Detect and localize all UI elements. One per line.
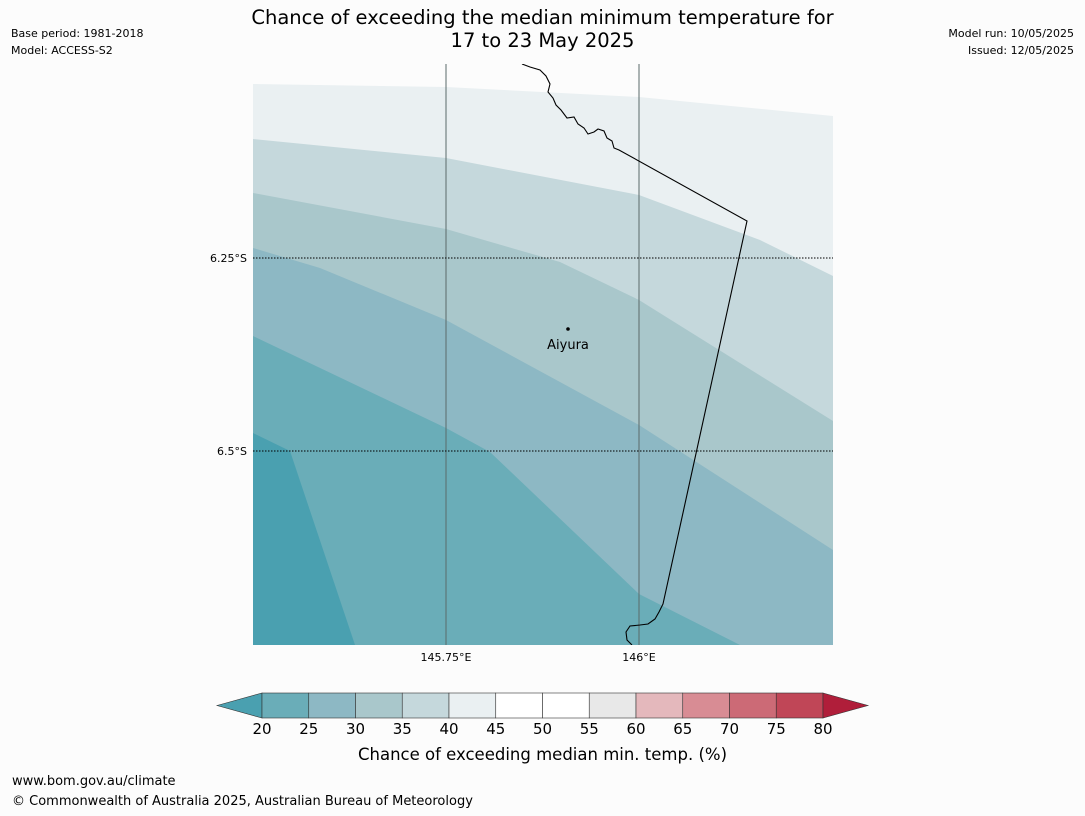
footer-url: www.bom.gov.au/climate — [12, 774, 176, 789]
lat-label-6-25: 6.25°S — [210, 252, 247, 265]
colorbar-tick-label: 60 — [626, 720, 646, 738]
colorbar-tick-label: 70 — [719, 720, 740, 738]
colorbar-tick-label: 30 — [345, 720, 366, 738]
colorbar-ticks: 20 25 30 35 40 45 50 55 60 65 70 75 80 — [0, 719, 1085, 739]
contour-band-below-20 — [253, 433, 355, 645]
colorbar-segment — [495, 692, 543, 719]
colorbar-segment — [588, 692, 637, 719]
colorbar-tick-label: 35 — [392, 720, 412, 738]
location-label: Aiyura — [547, 338, 589, 353]
colorbar-tick-label: 50 — [532, 720, 553, 738]
border-line — [521, 64, 748, 645]
colorbar-tick-label: 80 — [813, 720, 833, 738]
base-period-text: Base period: 1981-2018 — [11, 27, 144, 40]
header-meta-right: Model run: 10/05/2025 Issued: 12/05/2025 — [948, 25, 1074, 59]
colorbar-segment — [261, 692, 310, 719]
colorbar-segment — [308, 692, 356, 719]
colorbar-tick-label: 25 — [299, 720, 319, 738]
colorbar-segment — [729, 692, 777, 719]
colorbar-tick-label: 55 — [579, 720, 599, 738]
issued-text: Issued: 12/05/2025 — [967, 44, 1074, 57]
title-line-2: 17 to 23 May 2025 — [450, 29, 635, 52]
colorbar-tick-label: 40 — [439, 720, 459, 738]
colorbar-tick-label: 20 — [252, 720, 272, 738]
colorbar-segment — [775, 692, 824, 719]
colorbar-segment — [355, 692, 403, 719]
contour-band-20-25 — [253, 336, 740, 645]
colorbar-tick-label: 65 — [673, 720, 693, 738]
location-marker — [566, 327, 570, 331]
title-line-1: Chance of exceeding the median minimum t… — [251, 6, 834, 29]
lon-label-146: 146°E — [622, 651, 655, 664]
map-area — [253, 64, 833, 645]
colorbar-tick-label: 75 — [766, 720, 786, 738]
colorbar — [215, 692, 870, 719]
colorbar-segment — [635, 692, 684, 719]
colorbar-tick-label: 45 — [486, 720, 506, 738]
lat-label-6-5: 6.5°S — [217, 445, 247, 458]
colorbar-segment — [542, 692, 590, 719]
model-run-text: Model run: 10/05/2025 — [948, 27, 1074, 40]
model-text: Model: ACCESS-S2 — [11, 44, 113, 57]
colorbar-under-arrow — [215, 692, 263, 719]
lon-label-145-75: 145.75°E — [421, 651, 472, 664]
header-meta-left: Base period: 1981-2018 Model: ACCESS-S2 — [11, 25, 143, 59]
colorbar-segment — [401, 692, 450, 719]
colorbar-label: Chance of exceeding median min. temp. (%… — [357, 745, 728, 764]
colorbar-over-arrow — [822, 692, 870, 719]
footer-copyright: © Commonwealth of Australia 2025, Austra… — [12, 794, 473, 809]
colorbar-segment — [448, 692, 497, 719]
colorbar-segment — [682, 692, 730, 719]
page-title: Chance of exceeding the median minimum t… — [200, 6, 885, 52]
